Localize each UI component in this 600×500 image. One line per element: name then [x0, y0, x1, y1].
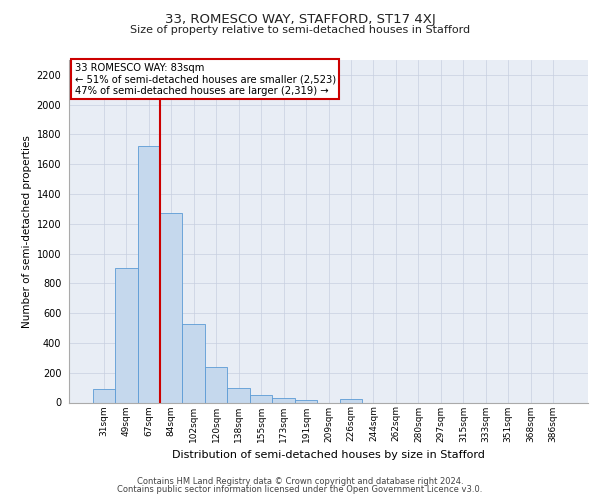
- Bar: [227, 388, 250, 402]
- Bar: [272, 398, 295, 402]
- Bar: [295, 400, 317, 402]
- Bar: [92, 389, 115, 402]
- X-axis label: Distribution of semi-detached houses by size in Stafford: Distribution of semi-detached houses by …: [172, 450, 485, 460]
- Text: Contains public sector information licensed under the Open Government Licence v3: Contains public sector information licen…: [118, 485, 482, 494]
- Bar: [160, 214, 182, 402]
- Bar: [250, 395, 272, 402]
- Bar: [115, 268, 137, 402]
- Bar: [182, 324, 205, 402]
- Text: Contains HM Land Registry data © Crown copyright and database right 2024.: Contains HM Land Registry data © Crown c…: [137, 477, 463, 486]
- Bar: [205, 367, 227, 402]
- Y-axis label: Number of semi-detached properties: Number of semi-detached properties: [22, 135, 32, 328]
- Text: Size of property relative to semi-detached houses in Stafford: Size of property relative to semi-detach…: [130, 25, 470, 35]
- Text: 33 ROMESCO WAY: 83sqm
← 51% of semi-detached houses are smaller (2,523)
47% of s: 33 ROMESCO WAY: 83sqm ← 51% of semi-deta…: [74, 63, 335, 96]
- Bar: [137, 146, 160, 402]
- Bar: [340, 399, 362, 402]
- Text: 33, ROMESCO WAY, STAFFORD, ST17 4XJ: 33, ROMESCO WAY, STAFFORD, ST17 4XJ: [164, 12, 436, 26]
